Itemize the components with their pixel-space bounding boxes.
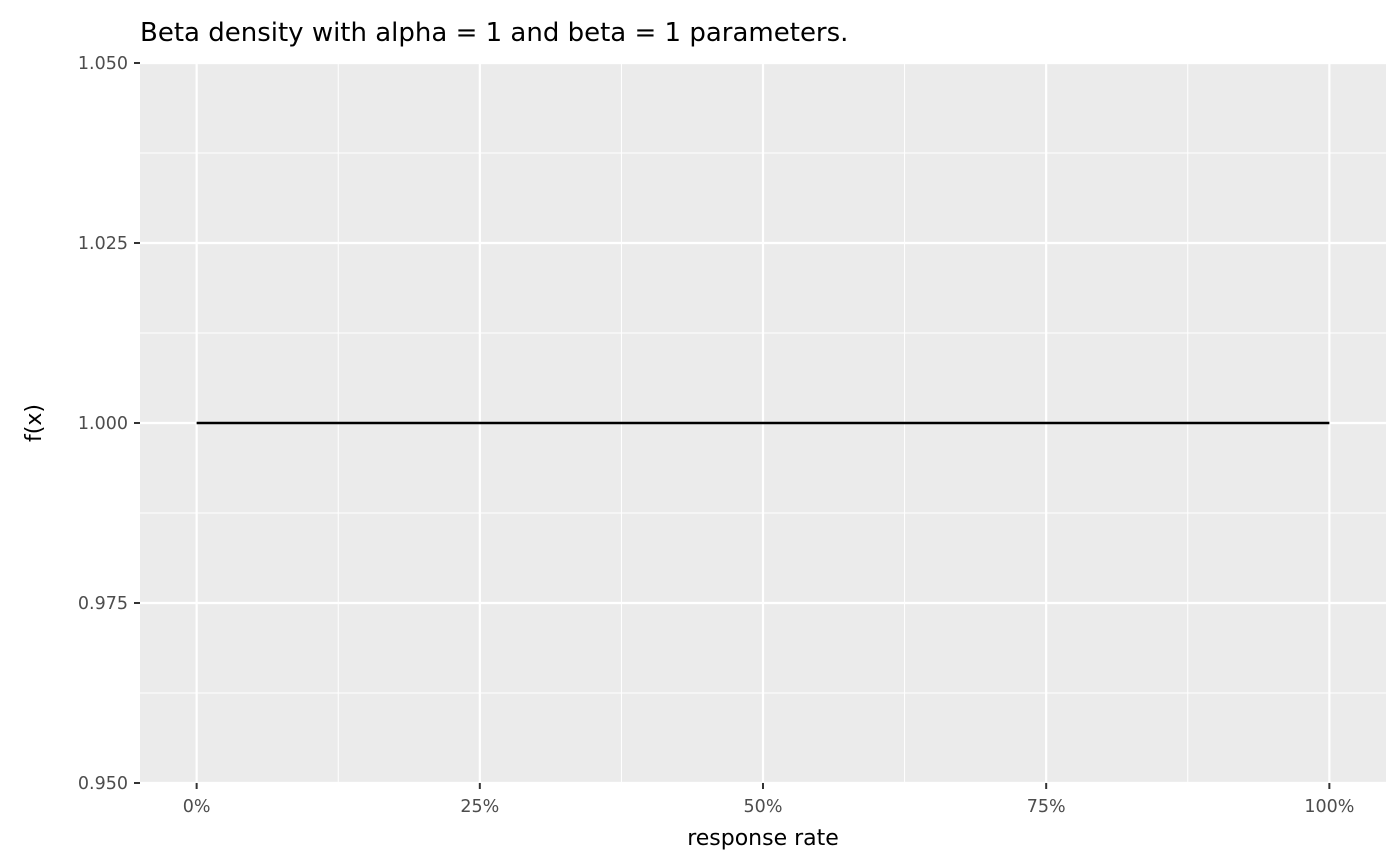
y-tick-label: 0.950 — [78, 774, 128, 794]
x-tick-label: 75% — [1027, 797, 1066, 817]
x-tick-label: 50% — [744, 797, 783, 817]
chart-title: Beta density with alpha = 1 and beta = 1… — [140, 18, 848, 48]
x-tick-label: 25% — [460, 797, 499, 817]
y-tick-label: 0.975 — [78, 594, 128, 614]
y-tick-label: 1.050 — [78, 54, 128, 74]
y-tick-label: 1.000 — [78, 414, 128, 434]
x-tick-label: 0% — [183, 797, 211, 817]
y-axis-title: f(x) — [22, 404, 47, 442]
y-tick-label: 1.025 — [78, 234, 128, 254]
x-axis-title: response rate — [687, 826, 839, 851]
x-tick-label: 100% — [1304, 797, 1354, 817]
y-axis: 0.950 0.975 1.000 1.025 1.050 — [78, 54, 140, 794]
x-axis: 0% 25% 50% 75% 100% — [183, 783, 1354, 817]
